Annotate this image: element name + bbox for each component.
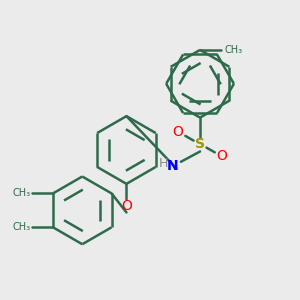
Text: O: O [172,125,183,139]
Text: S: S [195,137,205,151]
Text: N: N [166,159,178,173]
Text: CH₃: CH₃ [224,45,243,55]
Text: O: O [121,199,132,213]
Text: CH₃: CH₃ [13,222,31,232]
Text: O: O [217,149,228,163]
Text: H: H [159,157,168,170]
Text: CH₃: CH₃ [13,188,31,198]
